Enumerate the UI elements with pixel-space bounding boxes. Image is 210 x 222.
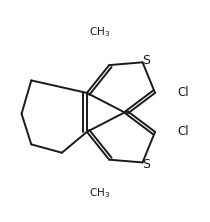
Text: S: S (142, 54, 150, 67)
Text: CH$_3$: CH$_3$ (89, 25, 110, 39)
Text: S: S (142, 158, 150, 171)
Text: Cl: Cl (177, 125, 189, 138)
Text: Cl: Cl (177, 86, 189, 99)
Text: CH$_3$: CH$_3$ (89, 186, 110, 200)
